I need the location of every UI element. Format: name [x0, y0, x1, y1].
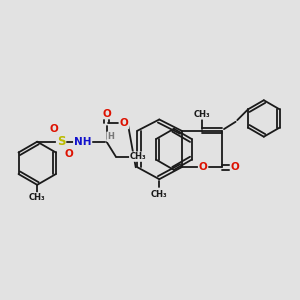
Text: NH: NH [74, 137, 92, 147]
Text: H: H [107, 132, 114, 141]
Text: S: S [57, 135, 65, 148]
Text: O: O [50, 124, 58, 134]
Text: CH₃: CH₃ [130, 152, 146, 161]
Text: CH₃: CH₃ [29, 193, 46, 202]
Text: CH₃: CH₃ [151, 190, 168, 199]
Text: O: O [64, 149, 73, 159]
Text: O: O [102, 109, 111, 118]
Text: O: O [199, 162, 208, 172]
Text: O: O [231, 162, 239, 172]
Text: CH₃: CH₃ [194, 110, 211, 119]
Text: O: O [119, 118, 128, 128]
